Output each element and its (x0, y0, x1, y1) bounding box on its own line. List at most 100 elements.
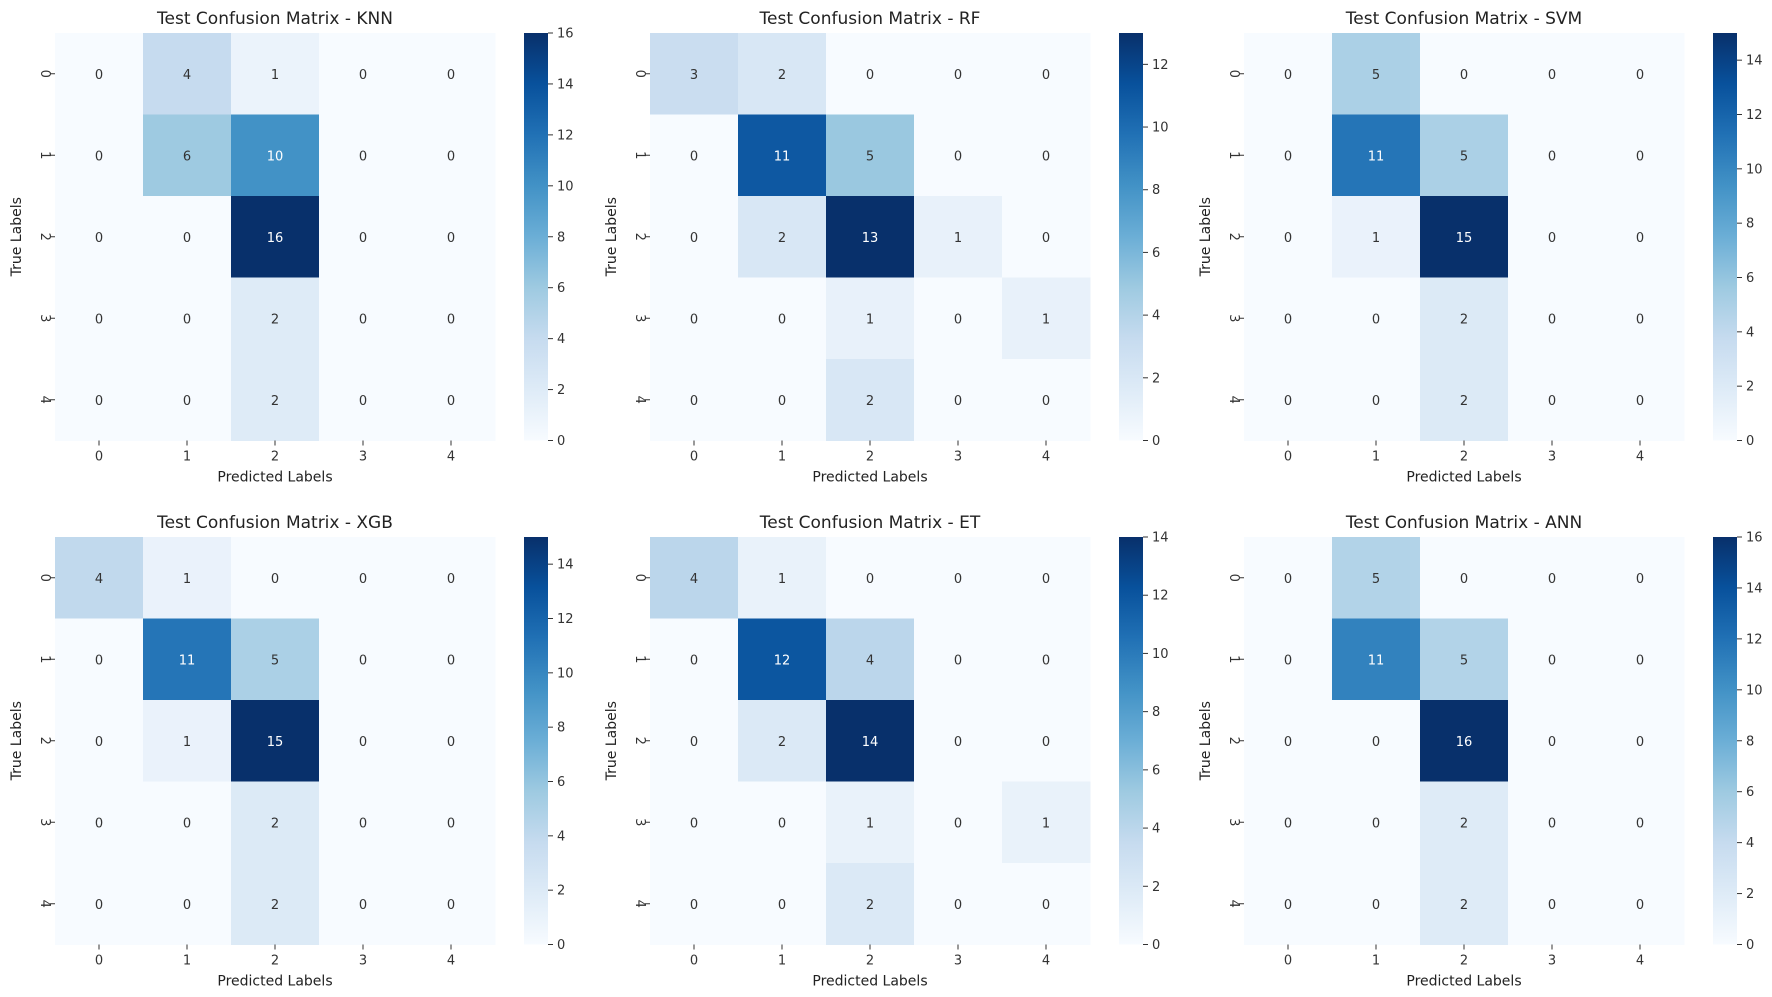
cell-value-label: 0 (1042, 735, 1050, 750)
colorbar-tick-label: 0 (1746, 434, 1754, 449)
cell-value-label: 0 (1548, 653, 1556, 668)
heatmap-cell (738, 196, 827, 278)
heatmap-cell (826, 863, 915, 945)
cell-value-label: 0 (1636, 312, 1644, 327)
cell-value-label: 0 (1372, 735, 1380, 750)
x-tick-label: 2 (271, 450, 279, 465)
colorbar-tick-label: 6 (1746, 785, 1754, 800)
heatmap-cell (650, 359, 739, 441)
cell-value-label: 0 (1372, 394, 1380, 409)
y-tick-label: 2 (1226, 737, 1241, 745)
cell-value-label: 1 (183, 735, 191, 750)
x-tick-label: 2 (866, 450, 874, 465)
y-tick-label: 1 (632, 655, 647, 663)
cell-value-label: 0 (447, 149, 455, 164)
y-tick-label: 1 (632, 151, 647, 159)
heatmap-cell (231, 618, 320, 701)
heatmap-cell (1596, 537, 1685, 619)
heatmap-cell (319, 196, 408, 278)
x-tick-label: 0 (690, 450, 698, 465)
x-tick-label: 3 (1548, 954, 1556, 969)
heatmap-cell (1420, 277, 1509, 360)
cell-value-label: 0 (1372, 816, 1380, 831)
cell-value-label: 0 (1042, 572, 1050, 587)
cell-value-label: 5 (271, 653, 279, 668)
cell-value-label: 0 (1636, 816, 1644, 831)
heatmap-cell (319, 700, 408, 782)
x-tick-label: 2 (866, 954, 874, 969)
x-tick-label: 3 (1548, 450, 1556, 465)
heatmap-cell (1244, 196, 1333, 278)
colorbar (1119, 537, 1143, 945)
heatmap-cell (826, 359, 915, 441)
y-axis-label: True Labels (604, 197, 620, 277)
heatmap-cell (826, 537, 915, 619)
heatmap-cell (914, 618, 1003, 701)
colorbar-tick-label: 14 (1746, 581, 1763, 596)
cell-value-label: 4 (690, 572, 698, 587)
colorbar-tick-label: 12 (557, 128, 574, 143)
cell-value-label: 12 (774, 653, 791, 668)
heatmap-cell (55, 33, 144, 115)
colorbar-tick-label: 0 (557, 434, 565, 449)
colorbar-tick-label: 6 (1152, 763, 1160, 778)
cell-value-label: 0 (1548, 149, 1556, 164)
cell-value-label: 0 (447, 68, 455, 83)
heatmap-cell (1244, 537, 1333, 619)
colorbar-tick-label: 4 (557, 332, 565, 347)
heatmap-cell (1002, 277, 1091, 360)
x-tick-label: 3 (954, 450, 962, 465)
heatmap-cell (650, 537, 739, 619)
cell-value-label: 0 (1284, 149, 1292, 164)
colorbar-tick-label: 10 (557, 666, 574, 681)
y-axis-label: True Labels (9, 701, 25, 781)
heatmap-cell (55, 781, 144, 864)
heatmap-cell (914, 196, 1003, 278)
cell-value-label: 1 (954, 231, 962, 246)
cell-value-label: 16 (1456, 735, 1473, 750)
cell-value-label: 0 (1284, 898, 1292, 913)
heatmap-cell (1244, 781, 1333, 864)
cell-value-label: 0 (1548, 231, 1556, 246)
colorbar-tick-label: 10 (1152, 121, 1169, 136)
heatmap-cell (1508, 196, 1597, 278)
heatmap-cell (1332, 700, 1421, 782)
cell-value-label: 10 (267, 149, 284, 164)
heatmap-cell (231, 33, 320, 115)
colorbar-tick-label: 4 (1746, 836, 1754, 851)
heatmap-cell (1508, 277, 1597, 360)
heatmap-cell (1332, 196, 1421, 278)
cell-value-label: 0 (954, 735, 962, 750)
y-tick-label: 1 (1226, 151, 1241, 159)
x-axis-label: Predicted Labels (812, 470, 927, 486)
cell-value-label: 0 (271, 572, 279, 587)
heatmap-cell (1508, 359, 1597, 441)
x-tick-label: 4 (1042, 954, 1050, 969)
cell-value-label: 0 (447, 653, 455, 668)
heatmap-cell (143, 196, 232, 278)
cell-value-label: 0 (95, 653, 103, 668)
cell-value-label: 0 (1636, 735, 1644, 750)
cell-value-label: 0 (183, 312, 191, 327)
x-tick-label: 1 (183, 954, 191, 969)
cell-value-label: 0 (1284, 394, 1292, 409)
cell-value-label: 0 (1284, 572, 1292, 587)
heatmap-cell (1420, 196, 1509, 278)
heatmap-cell (55, 196, 144, 278)
heatmap-cell (914, 537, 1003, 619)
chart-title: Test Confusion Matrix - ET (759, 513, 981, 533)
cell-value-label: 1 (778, 572, 786, 587)
cell-value-label: 0 (1042, 68, 1050, 83)
colorbar-tick-label: 8 (557, 230, 565, 245)
heatmap-cell (143, 277, 232, 360)
heatmap-cell (1596, 781, 1685, 864)
heatmap-cell (1244, 277, 1333, 360)
heatmap-cell (650, 277, 739, 360)
x-tick-label: 0 (95, 954, 103, 969)
cell-value-label: 0 (1636, 68, 1644, 83)
heatmap-cell (143, 359, 232, 441)
heatmap-cell (407, 114, 496, 197)
cell-value-label: 0 (447, 572, 455, 587)
